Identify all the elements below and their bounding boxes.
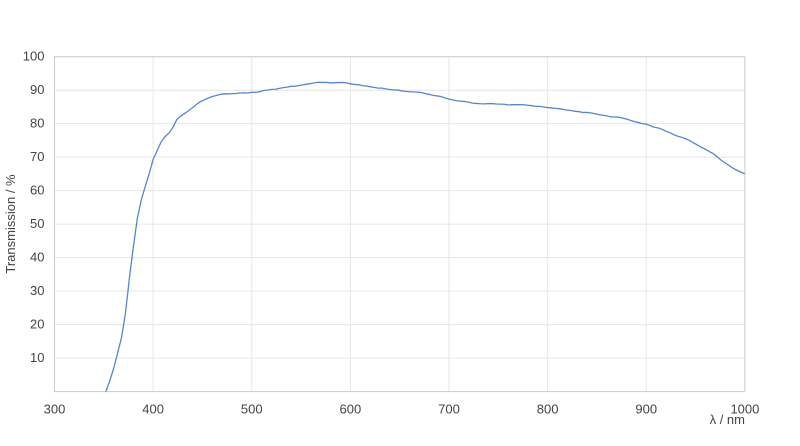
svg-text:70: 70: [30, 149, 44, 164]
svg-text:80: 80: [30, 116, 44, 131]
svg-text:50: 50: [30, 216, 44, 231]
svg-text:20: 20: [30, 317, 44, 332]
svg-text:400: 400: [142, 402, 164, 417]
svg-text:λ / nm: λ / nm: [710, 412, 745, 427]
svg-text:600: 600: [340, 402, 362, 417]
svg-text:10: 10: [30, 350, 44, 365]
svg-text:60: 60: [30, 183, 44, 198]
svg-text:30: 30: [30, 283, 44, 298]
svg-text:40: 40: [30, 250, 44, 265]
svg-text:500: 500: [241, 402, 263, 417]
svg-text:300: 300: [44, 402, 66, 417]
svg-text:700: 700: [438, 402, 460, 417]
svg-text:100: 100: [23, 49, 45, 64]
svg-text:800: 800: [537, 402, 559, 417]
svg-text:900: 900: [635, 402, 657, 417]
svg-text:Transmission / %: Transmission / %: [3, 174, 18, 274]
svg-text:90: 90: [30, 82, 44, 97]
